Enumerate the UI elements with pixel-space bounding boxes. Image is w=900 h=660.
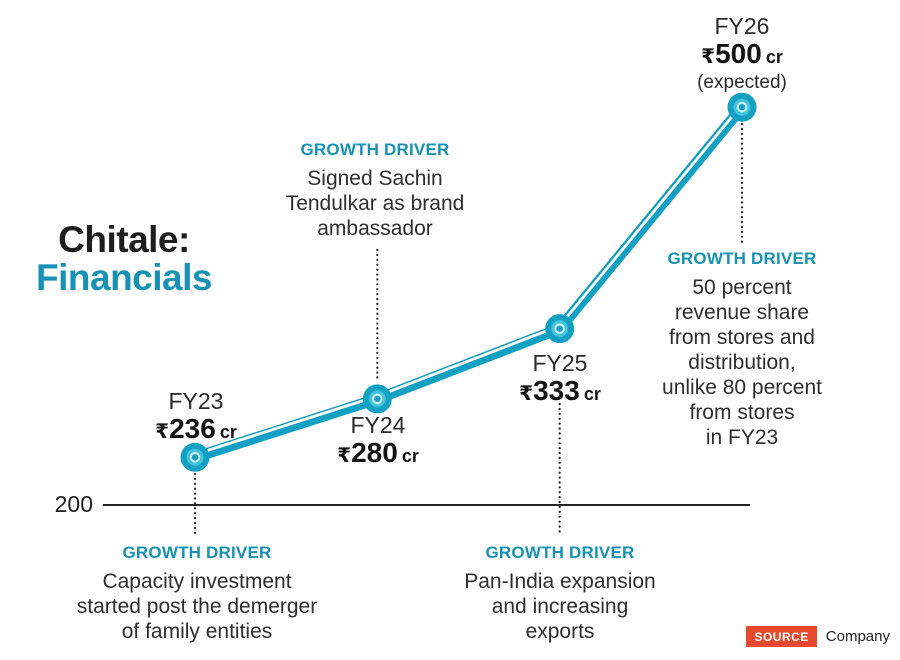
axis-baseline-label: 200	[54, 491, 93, 517]
growth-driver-text: Signed Sachin Tendulkar as brand ambassa…	[285, 167, 465, 240]
value-unit: cr	[583, 384, 601, 404]
value-number: 280	[351, 437, 398, 468]
value-unit: cr	[401, 446, 419, 466]
value-label: ₹333 cr	[519, 376, 601, 409]
year-label: FY23	[168, 388, 224, 414]
source-badge: SOURCE	[746, 626, 817, 647]
value-number: 236	[169, 413, 216, 444]
growth-driver-fy24: GROWTH DRIVER Signed Sachin Tendulkar as…	[260, 140, 490, 241]
year-label: FY24	[350, 412, 406, 438]
growth-driver-text: Pan-India expansion and increasing expor…	[464, 570, 656, 643]
value-label: ₹280 cr	[337, 438, 419, 471]
title-line2: Financials	[36, 257, 212, 298]
growth-driver-fy25: GROWTH DRIVER Pan-India expansion and in…	[440, 543, 680, 644]
growth-driver-heading: GROWTH DRIVER	[667, 249, 817, 268]
growth-driver-fy23: GROWTH DRIVER Capacity investment starte…	[52, 543, 342, 644]
source-name: Company	[825, 628, 890, 645]
rupee-symbol: ₹	[337, 443, 352, 467]
year-label: FY25	[532, 350, 588, 376]
title-line1: Chitale:	[58, 219, 190, 260]
point-label-fy23: FY23 ₹236 cr	[155, 388, 237, 447]
growth-driver-fy26: GROWTH DRIVER 50 percent revenue share f…	[637, 249, 847, 450]
point-label-fy25: FY25 ₹333 cr	[519, 350, 601, 409]
growth-driver-heading: GROWTH DRIVER	[122, 543, 272, 562]
rupee-symbol: ₹	[701, 44, 716, 68]
rupee-symbol: ₹	[155, 419, 170, 443]
value-number: 333	[533, 375, 580, 406]
source-attribution: SOURCE Company	[746, 626, 890, 647]
value-label: ₹500 cr	[697, 39, 787, 72]
value-unit: cr	[765, 47, 783, 67]
point-label-fy24: FY24 ₹280 cr	[337, 412, 419, 471]
rupee-symbol: ₹	[519, 381, 534, 405]
growth-driver-text: 50 percent revenue share from stores and…	[662, 276, 822, 449]
value-number: 500	[715, 38, 762, 69]
value-label: ₹236 cr	[155, 414, 237, 447]
year-label: FY26	[714, 13, 770, 39]
value-unit: cr	[219, 422, 237, 442]
page-title: Chitale: Financials	[36, 221, 212, 297]
growth-driver-heading: GROWTH DRIVER	[300, 140, 450, 159]
growth-driver-heading: GROWTH DRIVER	[485, 543, 635, 562]
value-note: (expected)	[697, 72, 787, 93]
growth-driver-text: Capacity investment started post the dem…	[76, 570, 318, 643]
point-label-fy26: FY26 ₹500 cr (expected)	[697, 13, 787, 94]
